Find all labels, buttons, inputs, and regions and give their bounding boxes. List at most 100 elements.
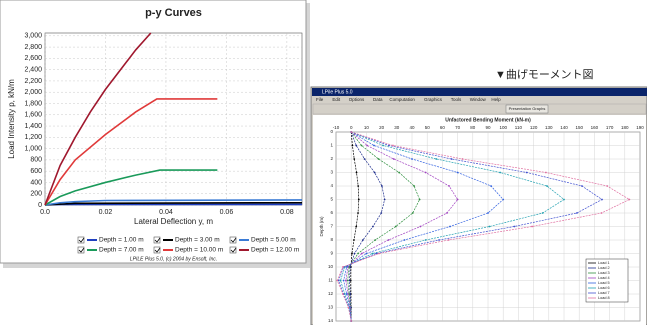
menu-item[interactable]: Options <box>349 97 365 102</box>
y-tick-label: 600 <box>30 168 42 175</box>
point <box>340 280 342 282</box>
point <box>374 172 376 174</box>
menu-item[interactable]: Help <box>491 97 501 102</box>
point <box>601 212 603 214</box>
legend-label: Load 5 <box>598 281 610 285</box>
legend-label: Load 2 <box>598 266 610 270</box>
point <box>513 226 515 228</box>
point <box>366 145 368 147</box>
point <box>345 280 347 282</box>
point <box>362 239 364 241</box>
x-tick-label: 0.02 <box>99 209 113 216</box>
point <box>373 145 375 147</box>
point <box>357 212 359 214</box>
point <box>546 185 548 187</box>
point <box>381 185 383 187</box>
point <box>353 158 355 160</box>
x-tick-label: 70 <box>455 125 461 130</box>
point <box>388 145 390 147</box>
menu-item[interactable]: Data <box>373 97 383 102</box>
point <box>419 199 421 201</box>
y-tick-label: 1,800 <box>24 100 42 107</box>
point <box>489 226 491 228</box>
point <box>380 212 382 214</box>
menu-item[interactable]: Window <box>470 97 487 102</box>
point <box>545 172 547 174</box>
point <box>542 212 544 214</box>
screenshot: ▼曲げモーメント図 LPile Plus 5.0 FileEditOptions… <box>0 0 647 325</box>
point <box>342 266 344 268</box>
point <box>499 172 501 174</box>
point <box>336 280 338 282</box>
point <box>364 158 366 160</box>
point <box>412 212 414 214</box>
point <box>357 185 359 187</box>
x-tick-label: 0.06 <box>220 209 234 216</box>
y-tick-label: 12 <box>328 291 334 296</box>
menu-item[interactable]: Computation <box>389 97 415 102</box>
x-tick-label: 180 <box>621 125 629 130</box>
x-tick-label: 50 <box>425 125 431 130</box>
point <box>353 239 355 241</box>
point <box>346 293 348 295</box>
series-line <box>45 204 302 205</box>
point <box>374 239 376 241</box>
point <box>462 158 464 160</box>
y-tick-label: 400 <box>30 179 42 186</box>
y-tick-label: 1,200 <box>24 134 42 141</box>
chart-footer: LPILE Plus 5.0, (c) 2004 by Ensoft, Inc. <box>130 256 217 262</box>
y-tick-label: 11 <box>328 278 333 283</box>
legend-label: Load 1 <box>598 261 610 265</box>
x-tick-label: 90 <box>485 125 491 130</box>
y-axis-title: Load Intensity p, kN/m <box>7 79 16 159</box>
point <box>349 280 351 282</box>
point <box>502 199 504 201</box>
point <box>448 239 450 241</box>
point <box>356 172 358 174</box>
y-tick-label: 3,000 <box>24 33 42 40</box>
point <box>378 253 380 255</box>
plot-area <box>45 33 302 205</box>
point <box>601 199 603 201</box>
point <box>576 212 578 214</box>
x-tick-label: 0.04 <box>159 209 173 216</box>
point <box>404 239 406 241</box>
point <box>581 185 583 187</box>
y-tick-label: 1,600 <box>24 112 42 119</box>
menu-item[interactable]: Graphics <box>424 97 443 102</box>
chart-title: p-y Curves <box>145 7 202 19</box>
y-tick-label: 2,800 <box>24 44 42 51</box>
x-tick-label: -10 <box>333 125 340 130</box>
title-bar <box>312 88 647 96</box>
point <box>392 145 394 147</box>
x-tick-label: 170 <box>606 125 614 130</box>
point <box>395 226 397 228</box>
x-tick-label: 140 <box>560 125 568 130</box>
menu-item[interactable]: Edit <box>332 97 341 102</box>
y-tick-label: 10 <box>328 264 334 269</box>
point <box>372 253 374 255</box>
x-tick-label: 20 <box>379 125 385 130</box>
point <box>438 239 440 241</box>
menu-item[interactable]: Tools <box>451 97 462 102</box>
legend-label: Load 7 <box>598 291 610 295</box>
x-tick-label: 40 <box>409 125 415 130</box>
legend-label: Depth = 3.00 m <box>175 237 220 244</box>
caption: ▼曲げモーメント図 <box>495 68 593 81</box>
y-tick-label: 1,000 <box>24 145 42 152</box>
point <box>393 158 395 160</box>
point <box>457 199 459 201</box>
menu-item[interactable]: File <box>316 97 324 102</box>
y-tick-label: 2,200 <box>24 78 42 85</box>
point <box>361 253 363 255</box>
x-tick-label: 10 <box>364 125 370 130</box>
y-tick-label: 2,400 <box>24 66 42 73</box>
point <box>361 145 363 147</box>
x-tick-label: 60 <box>440 125 446 130</box>
point <box>350 131 352 133</box>
x-tick-label: 130 <box>545 125 553 130</box>
point <box>448 185 450 187</box>
toolbar-button-label[interactable]: Presentation Graphs <box>509 106 546 111</box>
point <box>487 212 489 214</box>
point <box>413 185 415 187</box>
